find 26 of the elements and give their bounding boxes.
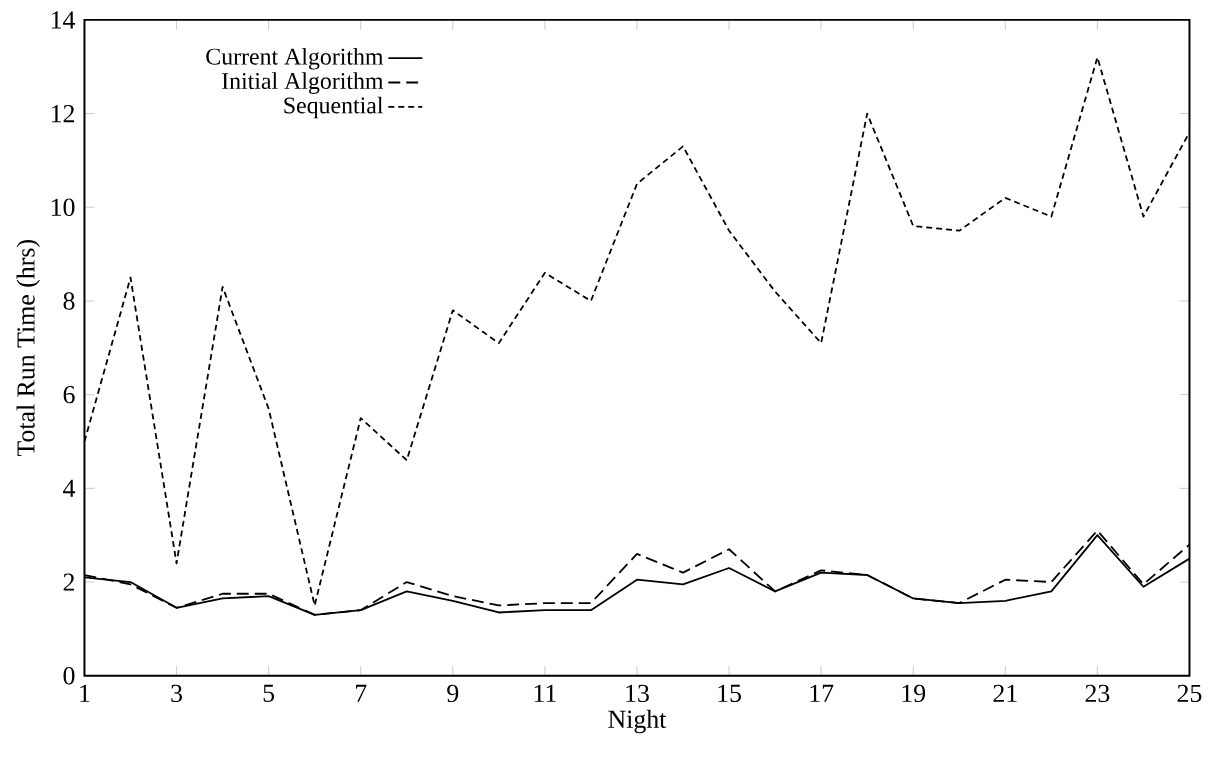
- y-tick-label: 12: [51, 104, 75, 123]
- y-axis-title: Total Run Time (hrs): [16, 240, 40, 457]
- x-tick-label: 5: [263, 684, 275, 702]
- x-tick-label: 1: [80, 684, 90, 702]
- legend-label: Current Algorithm: [206, 47, 384, 70]
- x-tick-label: 11: [534, 684, 556, 702]
- x-tick-label: 23: [1085, 684, 1110, 703]
- x-tick-label: 3: [171, 684, 182, 703]
- x-tick-label: 17: [810, 684, 834, 702]
- y-tick-label: 4: [63, 479, 76, 497]
- x-tick-label: 25: [1177, 684, 1202, 703]
- y-tick-label: 0: [63, 666, 75, 685]
- y-tick-label: 6: [63, 385, 75, 404]
- x-tick-label: 7: [355, 684, 367, 702]
- y-tick-label: 2: [63, 573, 75, 591]
- x-tick-label: 9: [447, 684, 459, 703]
- legend-label: Sequential: [284, 96, 384, 119]
- x-axis-title: Night: [608, 709, 667, 734]
- y-tick-label: 14: [51, 11, 76, 29]
- y-tick-label: 8: [63, 292, 75, 310]
- x-tick-label: 15: [718, 684, 741, 702]
- x-tick-label: 21: [993, 684, 1017, 702]
- x-tick-label: 13: [626, 684, 649, 703]
- x-tick-label: 19: [902, 684, 926, 703]
- legend-label: Initial Algorithm: [222, 72, 384, 94]
- y-tick-label: 10: [51, 198, 75, 216]
